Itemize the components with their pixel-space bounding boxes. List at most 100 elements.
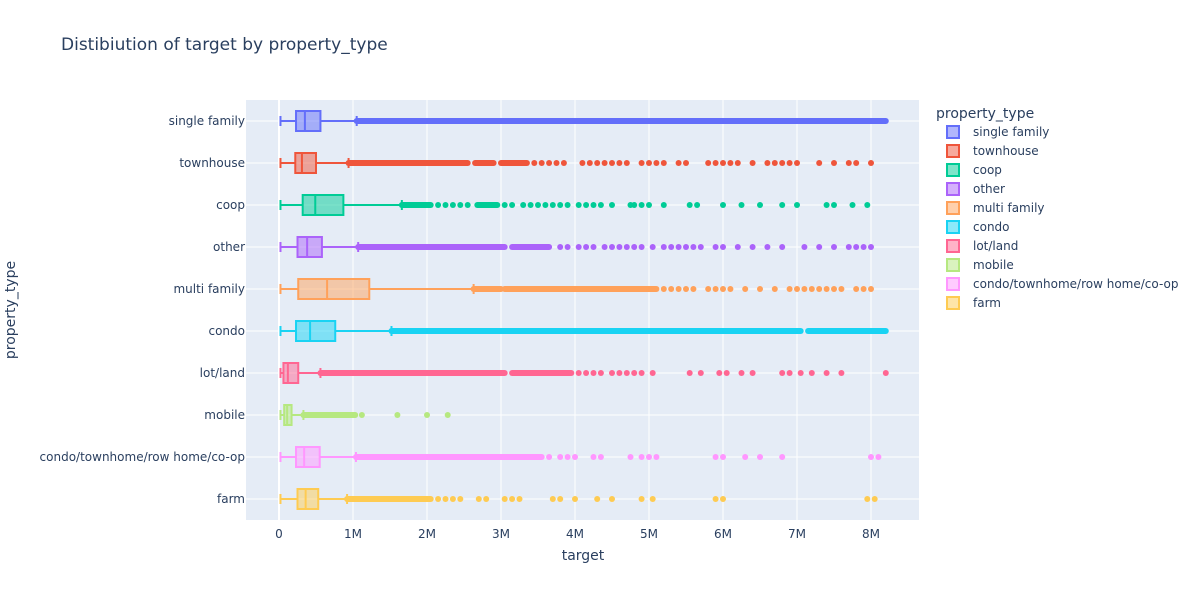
box-series-farm xyxy=(279,488,878,510)
outlier-point xyxy=(868,244,874,250)
outlier-point xyxy=(557,454,564,460)
outlier-point xyxy=(638,454,645,460)
outlier-point xyxy=(546,454,553,460)
outlier-point xyxy=(590,202,597,208)
x-axis-title: target xyxy=(562,548,605,564)
outlier-point xyxy=(520,202,527,208)
legend-item-condo[interactable]: condo xyxy=(946,220,1010,234)
outlier-point xyxy=(358,412,365,418)
outlier-point xyxy=(712,496,719,502)
outlier-point xyxy=(771,160,778,166)
outlier-point xyxy=(853,286,860,292)
outlier-point xyxy=(831,202,837,208)
y-tick-label: multi family xyxy=(173,282,245,296)
outlier-point xyxy=(734,244,741,250)
outlier-point xyxy=(553,160,560,166)
outlier-point xyxy=(549,202,556,208)
plot-area xyxy=(246,100,919,520)
y-tick-label: coop xyxy=(216,198,245,212)
outlier-point xyxy=(572,454,578,460)
outlier-point xyxy=(609,496,615,502)
outlier-point xyxy=(597,202,604,208)
outlier-point xyxy=(853,160,860,166)
outlier-point xyxy=(808,286,815,292)
legend-label: mobile xyxy=(973,258,1014,272)
outlier-point xyxy=(738,370,745,376)
y-tick-label: condo xyxy=(208,324,245,338)
outlier-point xyxy=(757,202,763,208)
outlier-point xyxy=(616,370,623,376)
outlier-point xyxy=(435,202,442,208)
legend-swatch xyxy=(946,163,960,177)
outlier-point xyxy=(808,370,815,376)
x-tick-labels: 0 1M 2M 3M 4M 5M 6M 7M 8M xyxy=(275,527,880,541)
outlier-point xyxy=(720,244,726,250)
outlier-point xyxy=(742,454,749,460)
legend-item-coop[interactable]: coop xyxy=(946,163,1002,177)
outlier-point xyxy=(675,244,682,250)
legend-label: farm xyxy=(973,296,1001,310)
outlier-point xyxy=(738,202,745,208)
outlier-point xyxy=(757,454,763,460)
outlier-point xyxy=(683,286,689,292)
legend-label: condo xyxy=(973,220,1010,234)
x-tick-label: 8M xyxy=(862,527,880,541)
x-tick-label: 4M xyxy=(566,527,584,541)
outlier-point xyxy=(631,202,638,208)
outlier-point xyxy=(590,454,597,460)
outlier-point xyxy=(749,160,756,166)
box-iqr xyxy=(295,446,321,468)
outlier-point xyxy=(560,160,567,166)
outlier-point xyxy=(786,160,793,166)
outlier-point xyxy=(697,244,704,250)
outlier-point xyxy=(771,286,778,292)
box-iqr xyxy=(296,488,320,510)
outlier-point xyxy=(720,202,726,208)
outlier-point xyxy=(516,496,523,502)
legend-swatch xyxy=(946,296,960,310)
x-tick-label: 7M xyxy=(788,527,806,541)
outlier-point xyxy=(764,244,771,250)
outlier-point xyxy=(575,370,582,376)
outlier-point xyxy=(683,160,689,166)
outlier-point xyxy=(779,244,786,250)
outlier-point xyxy=(575,202,582,208)
outlier-point xyxy=(705,160,712,166)
outlier-point xyxy=(531,160,538,166)
outlier-point xyxy=(583,202,590,208)
outlier-point xyxy=(871,496,878,502)
legend-item-townhouse[interactable]: townhouse xyxy=(946,144,1039,158)
legend-item-farm[interactable]: farm xyxy=(946,296,1001,310)
y-tick-label: other xyxy=(213,240,245,254)
outlier-point xyxy=(449,202,456,208)
legend-item-condo-townhome-row-home-co-op[interactable]: condo/townhome/row home/co-op xyxy=(946,277,1178,291)
legend-label: townhouse xyxy=(973,144,1039,158)
outlier-point xyxy=(801,286,808,292)
outlier-point xyxy=(823,202,830,208)
outlier-point xyxy=(864,496,871,502)
box-series-townhouse xyxy=(279,152,874,174)
outlier-point xyxy=(623,160,630,166)
outlier-point xyxy=(557,202,564,208)
outlier-point xyxy=(590,244,597,250)
legend-item-mobile[interactable]: mobile xyxy=(946,258,1014,272)
outlier-point xyxy=(690,286,697,292)
outlier-point xyxy=(794,202,800,208)
legend-item-lot-land[interactable]: lot/land xyxy=(946,239,1018,253)
legend-item-multi-family[interactable]: multi family xyxy=(946,201,1045,215)
y-tick-label: condo/townhome/row home/co-op xyxy=(40,450,245,464)
outlier-point xyxy=(816,244,823,250)
outlier-point xyxy=(838,286,845,292)
legend-item-other[interactable]: other xyxy=(946,182,1005,196)
outlier-point xyxy=(675,160,682,166)
outlier-point xyxy=(627,454,634,460)
box-iqr xyxy=(301,194,345,216)
outlier-point xyxy=(801,244,808,250)
outlier-point xyxy=(853,244,860,250)
outlier-point xyxy=(646,202,652,208)
outlier-point xyxy=(564,244,571,250)
legend-item-single-family[interactable]: single family xyxy=(946,125,1049,139)
x-tick-label: 2M xyxy=(418,527,436,541)
outlier-point xyxy=(457,202,464,208)
x-tick-label: 3M xyxy=(492,527,510,541)
